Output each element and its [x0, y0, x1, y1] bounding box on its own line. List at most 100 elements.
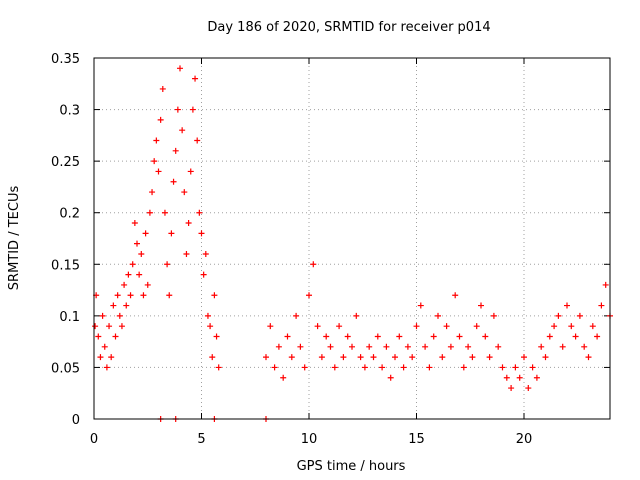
data-point	[538, 343, 545, 350]
data-point	[361, 364, 368, 371]
data-point	[430, 333, 437, 340]
data-point	[379, 364, 386, 371]
data-point	[134, 240, 140, 247]
data-point	[159, 85, 166, 92]
data-point	[439, 354, 446, 361]
data-point	[95, 333, 102, 340]
data-point	[306, 292, 312, 299]
data-point	[409, 354, 416, 361]
data-point	[138, 250, 145, 257]
data-point	[581, 343, 588, 350]
plot-frame	[93, 57, 611, 420]
data-point	[118, 323, 125, 330]
data-point	[310, 261, 317, 268]
data-point	[404, 343, 411, 350]
data-point	[200, 271, 207, 278]
data-point	[383, 343, 390, 350]
data-point	[183, 250, 190, 257]
data-point	[456, 333, 463, 340]
y-tick-label: 0	[72, 413, 80, 428]
data-point	[177, 65, 183, 72]
data-point	[559, 343, 566, 350]
data-point	[340, 354, 347, 361]
data-point	[293, 312, 300, 319]
data-point	[263, 354, 269, 361]
data-point	[512, 364, 519, 371]
x-axis-label: GPS time / hours	[297, 459, 406, 474]
data-point	[576, 312, 583, 319]
data-point	[97, 354, 104, 361]
data-point	[370, 354, 377, 361]
data-point	[589, 323, 596, 330]
data-point	[426, 364, 433, 371]
data-point	[387, 374, 394, 381]
y-tick-label: 0.3	[59, 104, 80, 119]
data-point	[198, 230, 205, 237]
data-point	[131, 220, 138, 227]
data-point	[323, 333, 330, 340]
data-point	[495, 343, 502, 350]
data-point	[572, 333, 579, 340]
data-point	[529, 364, 536, 371]
data-point	[598, 302, 605, 309]
data-point	[267, 323, 274, 330]
data-point	[275, 343, 282, 350]
data-point	[521, 354, 527, 361]
data-point	[469, 354, 476, 361]
data-point	[101, 343, 108, 350]
data-series-srmtid	[92, 65, 613, 422]
data-point	[555, 312, 562, 319]
data-point	[486, 354, 493, 361]
data-point	[465, 343, 472, 350]
data-point	[185, 220, 192, 227]
data-point	[542, 354, 549, 361]
data-point	[207, 323, 214, 330]
data-point	[202, 250, 209, 257]
data-point	[357, 354, 364, 361]
data-point	[213, 333, 220, 340]
x-tick-label: 10	[301, 432, 318, 447]
data-point	[161, 209, 168, 216]
data-point	[499, 364, 506, 371]
data-point	[314, 323, 321, 330]
data-point	[336, 323, 343, 330]
data-point	[413, 323, 420, 330]
data-point	[114, 292, 121, 299]
data-point	[284, 333, 291, 340]
data-point	[146, 209, 153, 216]
data-point	[366, 343, 373, 350]
x-tick-label: 0	[90, 432, 98, 447]
data-point	[516, 374, 523, 381]
data-point	[116, 312, 123, 319]
data-point	[196, 209, 203, 216]
data-point	[189, 106, 196, 113]
data-point	[585, 354, 592, 361]
data-point	[318, 354, 325, 361]
x-tick-label: 15	[408, 432, 425, 447]
data-point	[127, 292, 134, 299]
data-point	[288, 354, 295, 361]
data-point	[181, 189, 188, 196]
y-axis-ticks: 0 0.05 0.1 0.15 0.2 0.25 0.3 0.35	[51, 52, 610, 428]
y-tick-label: 0.05	[51, 361, 80, 376]
data-point	[525, 385, 532, 392]
data-point	[211, 292, 218, 299]
data-point	[155, 168, 162, 175]
data-point	[142, 230, 149, 237]
y-tick-label: 0.25	[51, 155, 80, 170]
data-point	[602, 281, 609, 288]
data-point	[149, 189, 156, 196]
data-point	[164, 261, 171, 268]
x-tick-label: 5	[197, 432, 205, 447]
data-point	[192, 75, 199, 82]
data-point	[594, 333, 601, 340]
data-point	[103, 364, 110, 371]
data-point	[112, 333, 119, 340]
data-point	[204, 312, 211, 319]
data-point	[473, 323, 480, 330]
data-point	[344, 333, 351, 340]
data-point	[99, 312, 106, 319]
y-axis-label: SRMTID / TECUs	[7, 186, 22, 291]
data-point	[396, 333, 403, 340]
